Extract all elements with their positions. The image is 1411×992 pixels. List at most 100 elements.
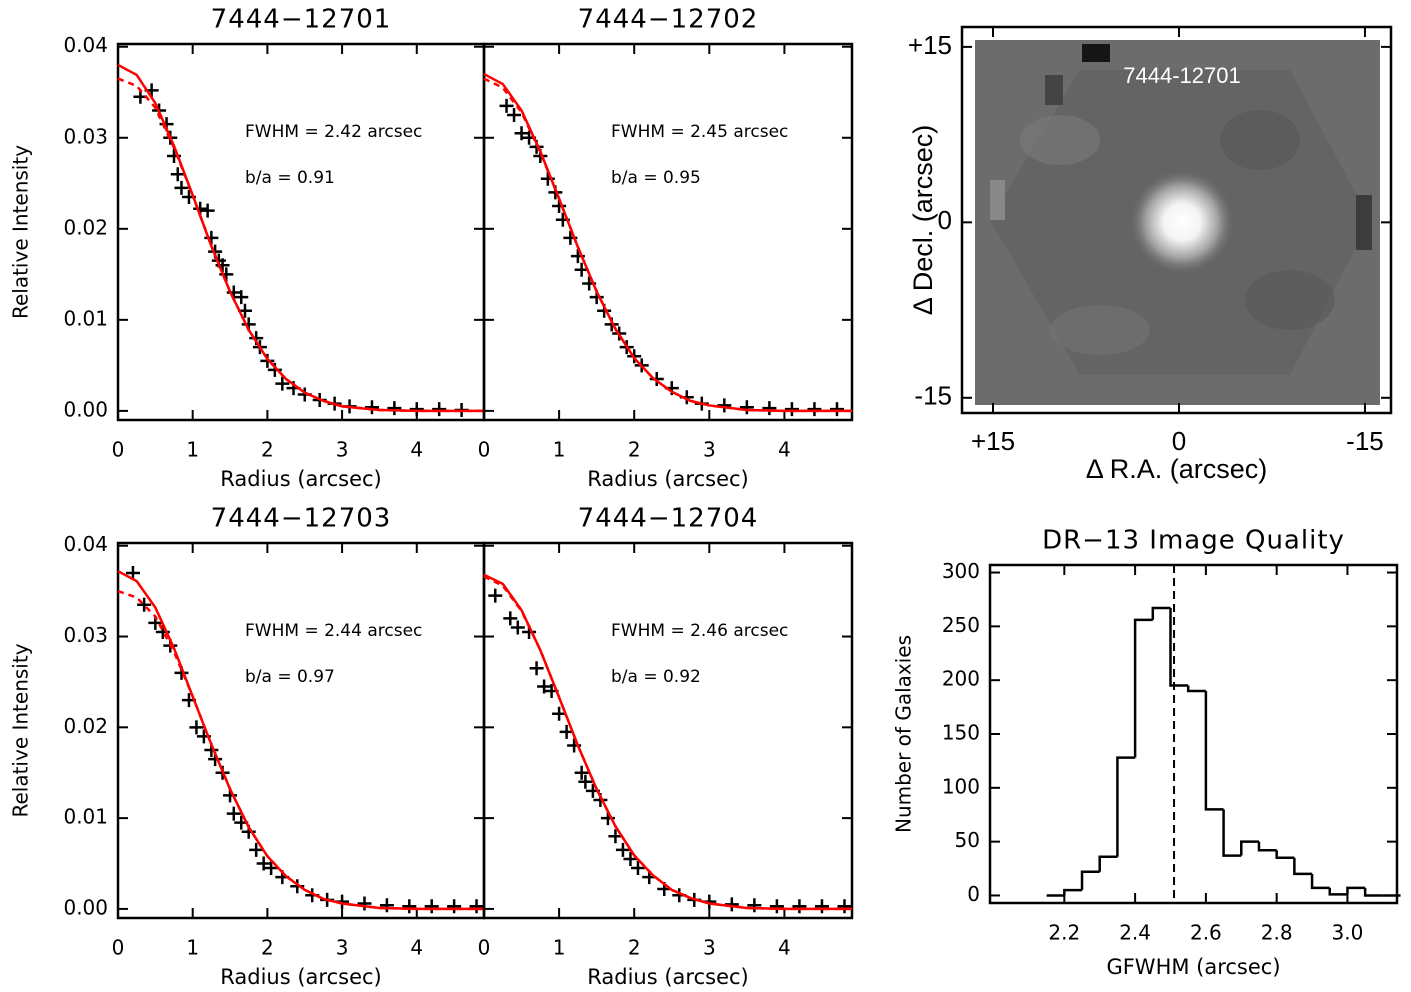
data-point — [608, 829, 623, 844]
x-tick-label: 2 — [628, 936, 641, 960]
data-point — [424, 899, 439, 914]
x-tick-label: -15 — [1346, 426, 1384, 456]
data-point — [552, 706, 567, 721]
y-tick-label: 0.00 — [63, 895, 108, 919]
x-tick-label: 0 — [112, 936, 125, 960]
panel-title: 7444−12702 — [578, 5, 759, 35]
data-point — [290, 879, 305, 894]
data-point — [275, 376, 290, 391]
data-point — [387, 401, 402, 416]
panel: 0 1 2 3 4 7444−12704 Radius (arcsec) FWHM = 2.4… — [478, 504, 854, 989]
data-point — [189, 720, 204, 735]
x-tick-label: 0 — [112, 438, 125, 462]
data-point — [747, 898, 762, 913]
fit-line-dashed — [117, 589, 484, 911]
data-point — [226, 806, 241, 821]
panel-title: 7444−12704 — [578, 504, 759, 534]
x-tick-label: 2 — [261, 936, 274, 960]
data-point — [499, 98, 514, 113]
y-axis-label: Δ Decl. (arcsec) — [908, 125, 938, 316]
histogram-bin — [1222, 809, 1242, 857]
data-point — [200, 203, 215, 218]
annotation: FWHM = 2.46 arcsec — [611, 621, 788, 641]
y-tick-label: 300 — [942, 559, 980, 583]
x-tick-label: 4 — [778, 936, 791, 960]
histogram-bin — [1363, 887, 1383, 897]
annotation: FWHM = 2.44 arcsec — [245, 621, 422, 641]
data-point — [574, 765, 589, 780]
y-tick-label: 0.00 — [63, 397, 108, 421]
x-tick-label: 3.0 — [1332, 921, 1364, 945]
data-point — [249, 842, 264, 857]
data-point — [510, 620, 525, 635]
data-point — [540, 171, 555, 186]
x-tick-label: 2.2 — [1048, 921, 1080, 945]
annotation: b/a = 0.92 — [611, 667, 701, 687]
data-point — [267, 362, 282, 377]
y-axis-label: Relative Intensity — [9, 145, 33, 319]
y-tick-label: 0.02 — [63, 714, 108, 738]
panel-title: DR−13 Image Quality — [1042, 526, 1345, 556]
histogram-bin — [1169, 608, 1189, 687]
data-point — [125, 565, 140, 580]
histogram-bin — [1116, 756, 1136, 857]
data-point — [137, 597, 152, 612]
histogram-bin — [1257, 841, 1277, 852]
plot-frame — [960, 25, 1393, 415]
data-point — [623, 851, 638, 866]
x-tick-label: 0 — [478, 936, 491, 960]
annotation: FWHM = 2.42 arcsec — [245, 122, 422, 142]
x-tick-label: 4 — [410, 936, 423, 960]
panel: 2.2 2.4 2.6 2.8 3.0 0 50 100 150 200 250 300 DR−13 I… — [892, 526, 1401, 979]
fit-line-dashed — [483, 575, 852, 911]
data-point — [503, 611, 518, 626]
plot-frame — [482, 541, 854, 920]
data-point — [469, 899, 484, 914]
data-point — [837, 899, 852, 914]
data-point — [578, 774, 593, 789]
data-point — [256, 856, 271, 871]
histogram-bin — [1133, 618, 1153, 758]
data-point — [537, 679, 552, 694]
data-point — [615, 842, 630, 857]
y-tick-label: 0.01 — [63, 306, 108, 330]
histogram-bin — [1204, 690, 1224, 811]
data-point — [174, 180, 189, 195]
x-tick-label: +15 — [971, 426, 1015, 456]
fit-line-dashed — [483, 77, 852, 413]
x-tick-label: 0 — [478, 438, 491, 462]
plot-frame — [116, 42, 486, 422]
data-point — [364, 400, 379, 415]
data-point — [807, 402, 822, 417]
histogram-bin — [1240, 840, 1259, 856]
histogram-bin — [1346, 886, 1366, 895]
x-tick-label: 4 — [778, 438, 791, 462]
x-tick-label: 4 — [410, 438, 423, 462]
data-point — [264, 861, 279, 876]
x-tick-label: 3 — [336, 936, 349, 960]
panel: 0 1 2 3 4 0.00 0.01 0.02 0.03 0.04 7444−12703 Radiu… — [9, 504, 486, 989]
x-axis-label: Radius (arcsec) — [587, 467, 748, 491]
data-point — [402, 899, 417, 914]
x-tick-label: 3 — [703, 936, 716, 960]
data-point — [529, 661, 544, 676]
fit-line — [117, 63, 484, 413]
data-point — [649, 372, 664, 387]
data-point — [488, 588, 503, 603]
data-point — [792, 899, 807, 914]
x-tick-label: 1 — [553, 438, 566, 462]
panel-title: 7444−12703 — [211, 504, 392, 534]
plot-frame — [988, 563, 1399, 905]
y-tick-label: +15 — [908, 30, 952, 60]
x-tick-label: 2 — [261, 438, 274, 462]
data-point — [739, 400, 754, 415]
y-tick-label: 50 — [955, 828, 980, 852]
x-axis-label: Radius (arcsec) — [220, 467, 381, 491]
y-tick-label: -15 — [914, 381, 952, 411]
x-tick-label: 2.8 — [1261, 921, 1293, 945]
panel: +15 0 -15 +15 0 -15 Δ R.A. (arcsec) Δ Decl. (ar… — [908, 25, 1393, 484]
data-point — [234, 290, 249, 305]
x-axis-label: Radius (arcsec) — [587, 965, 748, 989]
histogram-bin — [1293, 857, 1313, 876]
